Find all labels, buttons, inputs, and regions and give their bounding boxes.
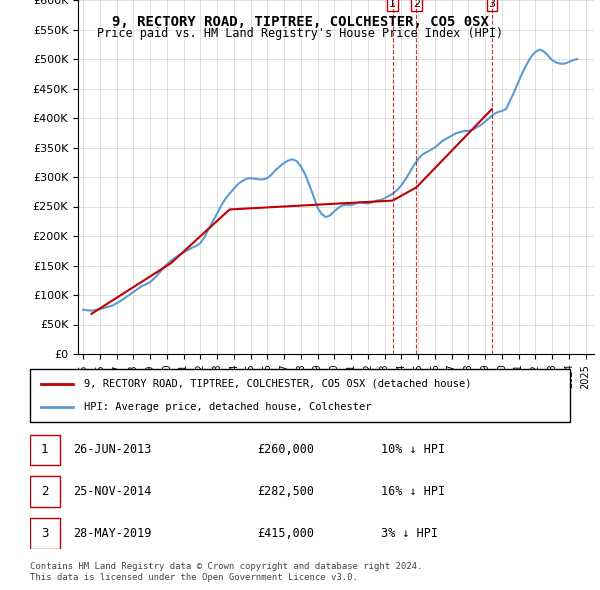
Text: 3: 3 <box>41 527 49 540</box>
FancyBboxPatch shape <box>30 434 60 465</box>
Text: 28-MAY-2019: 28-MAY-2019 <box>73 527 152 540</box>
Text: 26-JUN-2013: 26-JUN-2013 <box>73 443 152 456</box>
FancyBboxPatch shape <box>30 369 570 422</box>
Text: 16% ↓ HPI: 16% ↓ HPI <box>381 485 445 498</box>
Text: 9, RECTORY ROAD, TIPTREE, COLCHESTER, CO5 0SX: 9, RECTORY ROAD, TIPTREE, COLCHESTER, CO… <box>112 15 488 29</box>
Text: 3: 3 <box>488 0 496 9</box>
Text: 2: 2 <box>413 0 420 9</box>
Text: £260,000: £260,000 <box>257 443 314 456</box>
Text: 10% ↓ HPI: 10% ↓ HPI <box>381 443 445 456</box>
FancyBboxPatch shape <box>30 518 60 549</box>
Text: HPI: Average price, detached house, Colchester: HPI: Average price, detached house, Colc… <box>84 402 371 412</box>
Text: Contains HM Land Registry data © Crown copyright and database right 2024.: Contains HM Land Registry data © Crown c… <box>30 562 422 571</box>
Text: £282,500: £282,500 <box>257 485 314 498</box>
Text: Price paid vs. HM Land Registry's House Price Index (HPI): Price paid vs. HM Land Registry's House … <box>97 27 503 40</box>
Text: 25-NOV-2014: 25-NOV-2014 <box>73 485 152 498</box>
Text: 1: 1 <box>389 0 396 9</box>
Text: 3% ↓ HPI: 3% ↓ HPI <box>381 527 438 540</box>
Text: 9, RECTORY ROAD, TIPTREE, COLCHESTER, CO5 0SX (detached house): 9, RECTORY ROAD, TIPTREE, COLCHESTER, CO… <box>84 379 472 389</box>
Text: 2: 2 <box>41 485 49 498</box>
Text: £415,000: £415,000 <box>257 527 314 540</box>
Text: 1: 1 <box>41 443 49 456</box>
Text: This data is licensed under the Open Government Licence v3.0.: This data is licensed under the Open Gov… <box>30 573 358 582</box>
FancyBboxPatch shape <box>30 476 60 507</box>
